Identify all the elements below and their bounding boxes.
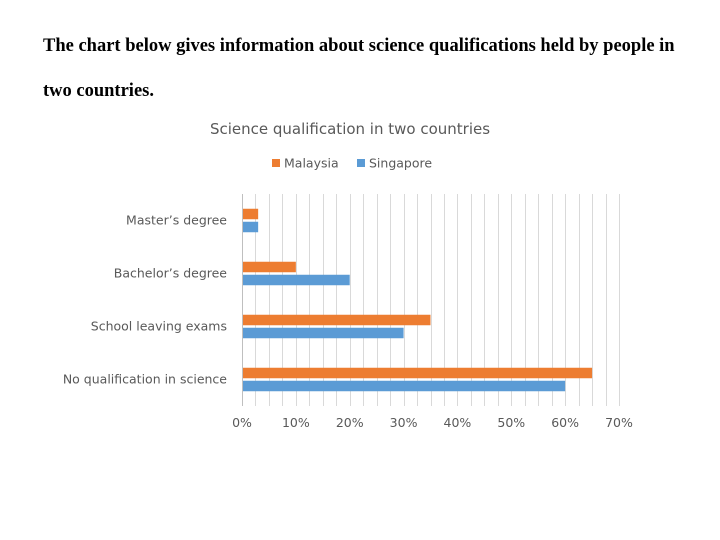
bar-chart: Science qualification in two countries M… [63, 120, 633, 430]
x-tick-label: 50% [497, 415, 525, 430]
legend-label-malaysia: Malaysia [284, 156, 339, 171]
bar-malaysia-1 [243, 367, 593, 379]
category-label: Master’s degree [126, 213, 227, 228]
x-tick-label: 40% [444, 415, 472, 430]
legend-swatch-malaysia [272, 159, 280, 167]
bar-singapore-4 [243, 221, 259, 233]
chart-bars [243, 208, 593, 392]
x-tick-label: 0% [232, 415, 252, 430]
chart-legend: Malaysia Singapore [272, 156, 432, 171]
legend-swatch-singapore [357, 159, 365, 167]
bar-malaysia-2 [243, 314, 431, 326]
bar-singapore-2 [243, 327, 404, 339]
bar-singapore-1 [243, 380, 566, 392]
x-tick-label: 20% [336, 415, 364, 430]
x-tick-label: 10% [282, 415, 310, 430]
intro-text: The chart below gives information about … [43, 36, 675, 101]
bar-malaysia-3 [243, 261, 296, 273]
x-tick-label: 70% [605, 415, 633, 430]
legend-label-singapore: Singapore [369, 156, 432, 171]
x-tick-label: 30% [390, 415, 418, 430]
category-labels: No qualification in science School leavin… [63, 213, 227, 387]
bar-singapore-3 [243, 274, 350, 286]
bar-malaysia-4 [243, 208, 259, 220]
chart-title: Science qualification in two countries [210, 120, 490, 138]
x-tick-label: 60% [551, 415, 579, 430]
category-label: School leaving exams [91, 319, 227, 334]
x-axis-ticks: 0% 10% 20% 30% 40% 50% 60% 70% [232, 415, 633, 430]
category-label: Bachelor’s degree [114, 266, 228, 281]
category-label: No qualification in science [63, 372, 227, 387]
